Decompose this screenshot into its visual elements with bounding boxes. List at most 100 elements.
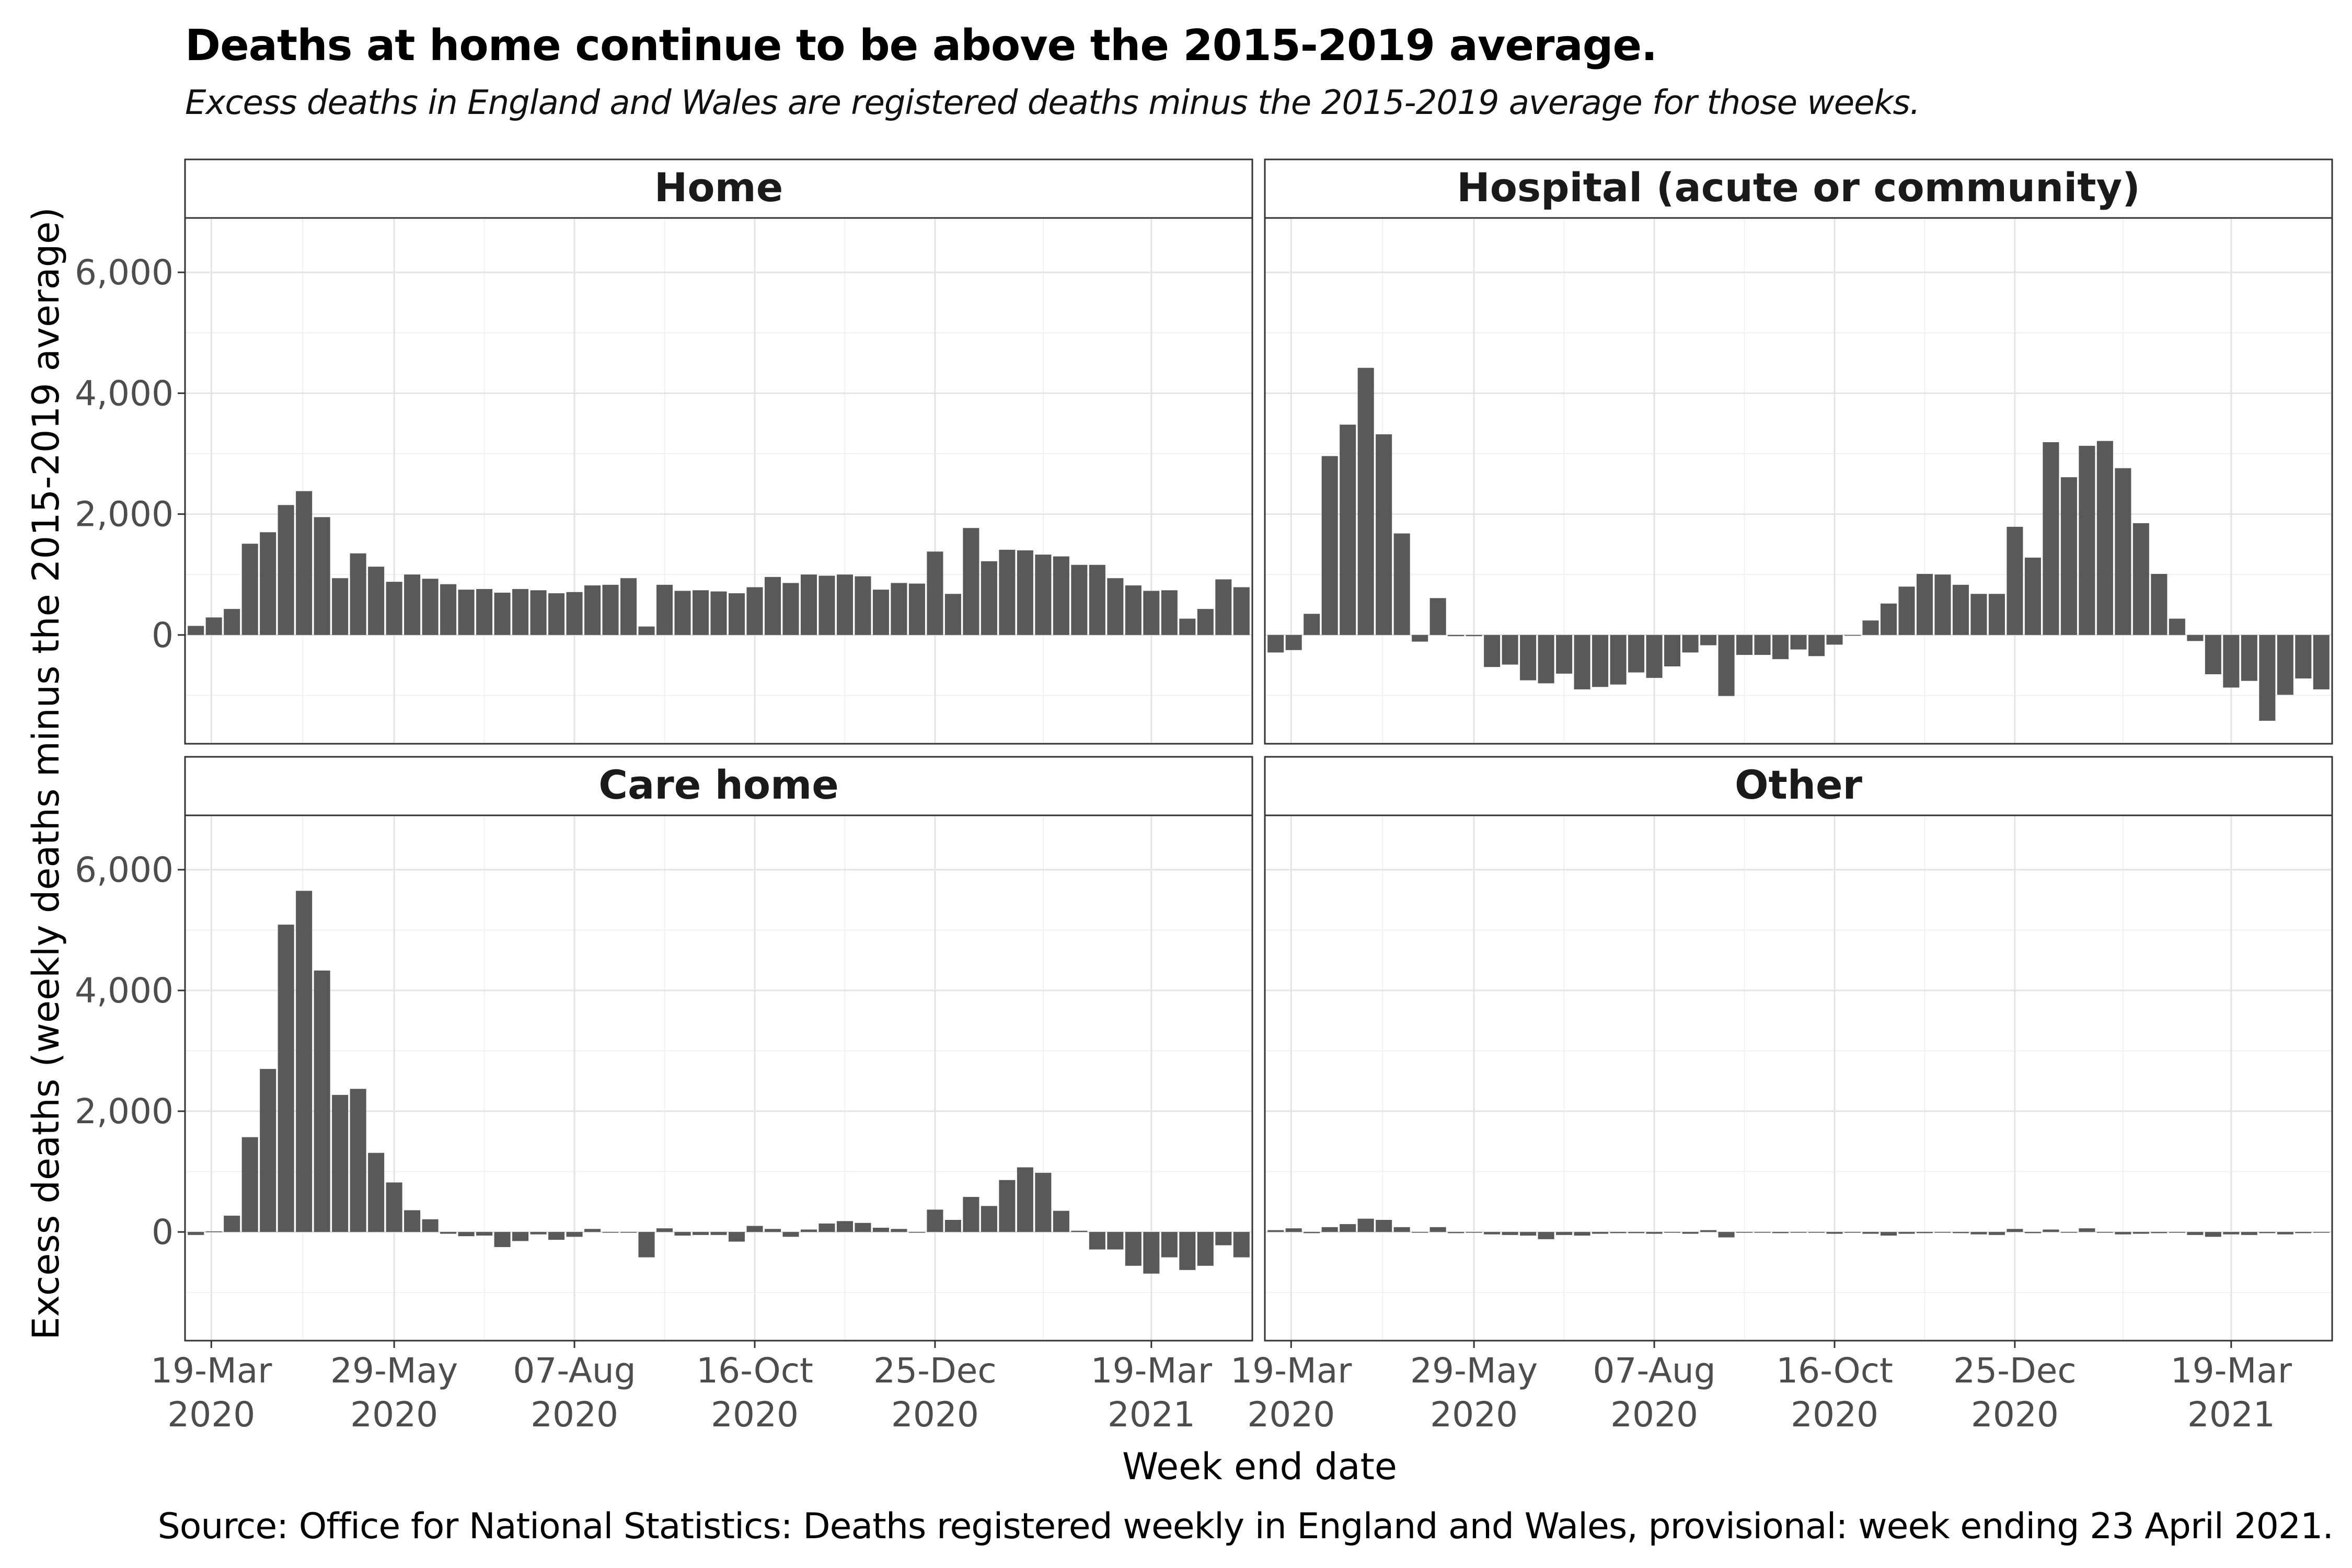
y-tick-label: 6,000 <box>75 850 174 890</box>
bar <box>1357 1218 1374 1232</box>
x-axis-title: Week end date <box>1122 1445 1397 1488</box>
bar <box>1161 1232 1178 1258</box>
bar <box>440 584 457 635</box>
bar <box>927 551 943 635</box>
bar <box>1556 1232 1573 1235</box>
y-tick-label: 2,000 <box>75 494 174 535</box>
bar <box>674 591 691 635</box>
bar <box>1718 635 1735 696</box>
bar <box>2259 1232 2276 1233</box>
bar <box>2096 441 2113 635</box>
bar <box>2024 557 2041 635</box>
facet-strip-label: Other <box>1735 762 1863 808</box>
bar <box>1089 1232 1105 1250</box>
y-tick-label: 0 <box>152 1212 174 1252</box>
bar <box>224 1215 240 1232</box>
bar <box>2313 635 2330 689</box>
bar <box>2205 635 2221 675</box>
bar <box>2187 1232 2204 1235</box>
bar <box>800 574 817 635</box>
bar <box>1035 555 1052 635</box>
bar <box>1592 1232 1609 1234</box>
bar <box>2241 635 2257 681</box>
bar <box>2205 1232 2221 1237</box>
bar <box>1285 1228 1302 1232</box>
bar <box>782 583 799 635</box>
bar <box>602 1232 619 1233</box>
bar <box>891 1229 907 1232</box>
bar <box>1538 1232 1554 1239</box>
facet-strip <box>1264 756 2333 816</box>
bar <box>1412 1232 1428 1233</box>
bar <box>2060 477 2077 635</box>
bar <box>836 574 853 635</box>
bar <box>1285 635 1302 650</box>
bar <box>260 532 276 635</box>
bar <box>368 1152 385 1232</box>
x-tick-label-year: 2021 <box>2187 1394 2275 1435</box>
bar <box>1574 635 1590 689</box>
bar <box>584 1229 601 1232</box>
bar <box>1484 1232 1501 1235</box>
bar <box>1304 1232 1320 1233</box>
bar <box>548 1232 565 1240</box>
bar <box>1502 635 1518 665</box>
bar <box>1916 1232 1933 1233</box>
bar <box>2079 1228 2095 1232</box>
bar <box>1393 1227 1410 1232</box>
facet-strip <box>1264 158 2333 219</box>
x-tick-label-year: 2020 <box>1430 1394 1518 1435</box>
bar <box>1466 635 1482 637</box>
bar <box>2169 618 2185 635</box>
bar <box>818 575 835 635</box>
bar <box>1125 1232 1142 1266</box>
y-tick-label: 2,000 <box>75 1091 174 1132</box>
bar <box>944 594 961 635</box>
chart-title: Deaths at home continue to be above the … <box>185 21 1657 71</box>
bar <box>1772 1232 1789 1233</box>
bar <box>278 925 294 1232</box>
bar <box>656 1228 673 1232</box>
bar <box>1790 635 1807 650</box>
bar <box>872 1227 889 1232</box>
bar <box>350 553 366 635</box>
bar <box>1393 533 1410 635</box>
bar <box>2151 1232 2167 1233</box>
bar <box>458 590 475 635</box>
bar <box>1862 620 1879 635</box>
bar <box>2259 635 2276 721</box>
bar <box>512 1232 529 1241</box>
bar <box>512 589 529 635</box>
bar <box>422 1219 439 1232</box>
panel-care-home: Care home02,0004,0006,00019-Mar202029-Ma… <box>75 756 1253 1435</box>
bar <box>1970 594 1987 635</box>
bar <box>476 589 493 635</box>
x-tick-label: 07-Aug <box>1593 1351 1715 1391</box>
bar <box>1017 550 1033 635</box>
bar <box>1610 635 1627 685</box>
bar <box>530 590 547 635</box>
facet-panels: Home 0 2,000 4,000 6,000 Hospital (acute or c… <box>75 158 2333 1435</box>
bar <box>530 1232 547 1235</box>
bar <box>1952 1232 1969 1233</box>
bar <box>422 579 439 635</box>
bar <box>638 626 655 635</box>
bar <box>1736 635 1753 655</box>
bar <box>710 1232 727 1235</box>
bar <box>2096 1232 2113 1233</box>
bar <box>692 1232 709 1235</box>
bar <box>1233 587 1250 635</box>
bar <box>1574 1232 1590 1236</box>
bar <box>2295 1232 2312 1233</box>
bar <box>800 1229 817 1232</box>
x-tick-label-year: 2020 <box>167 1394 255 1435</box>
bar <box>2060 1232 2077 1233</box>
bar <box>1161 590 1178 635</box>
bar <box>1736 1232 1753 1233</box>
bar <box>1934 574 1951 635</box>
bar <box>1664 635 1681 666</box>
x-tick-label-year: 2021 <box>1108 1394 1195 1435</box>
bar <box>314 517 330 635</box>
bar <box>1071 564 1088 635</box>
bar <box>1107 1232 1124 1250</box>
